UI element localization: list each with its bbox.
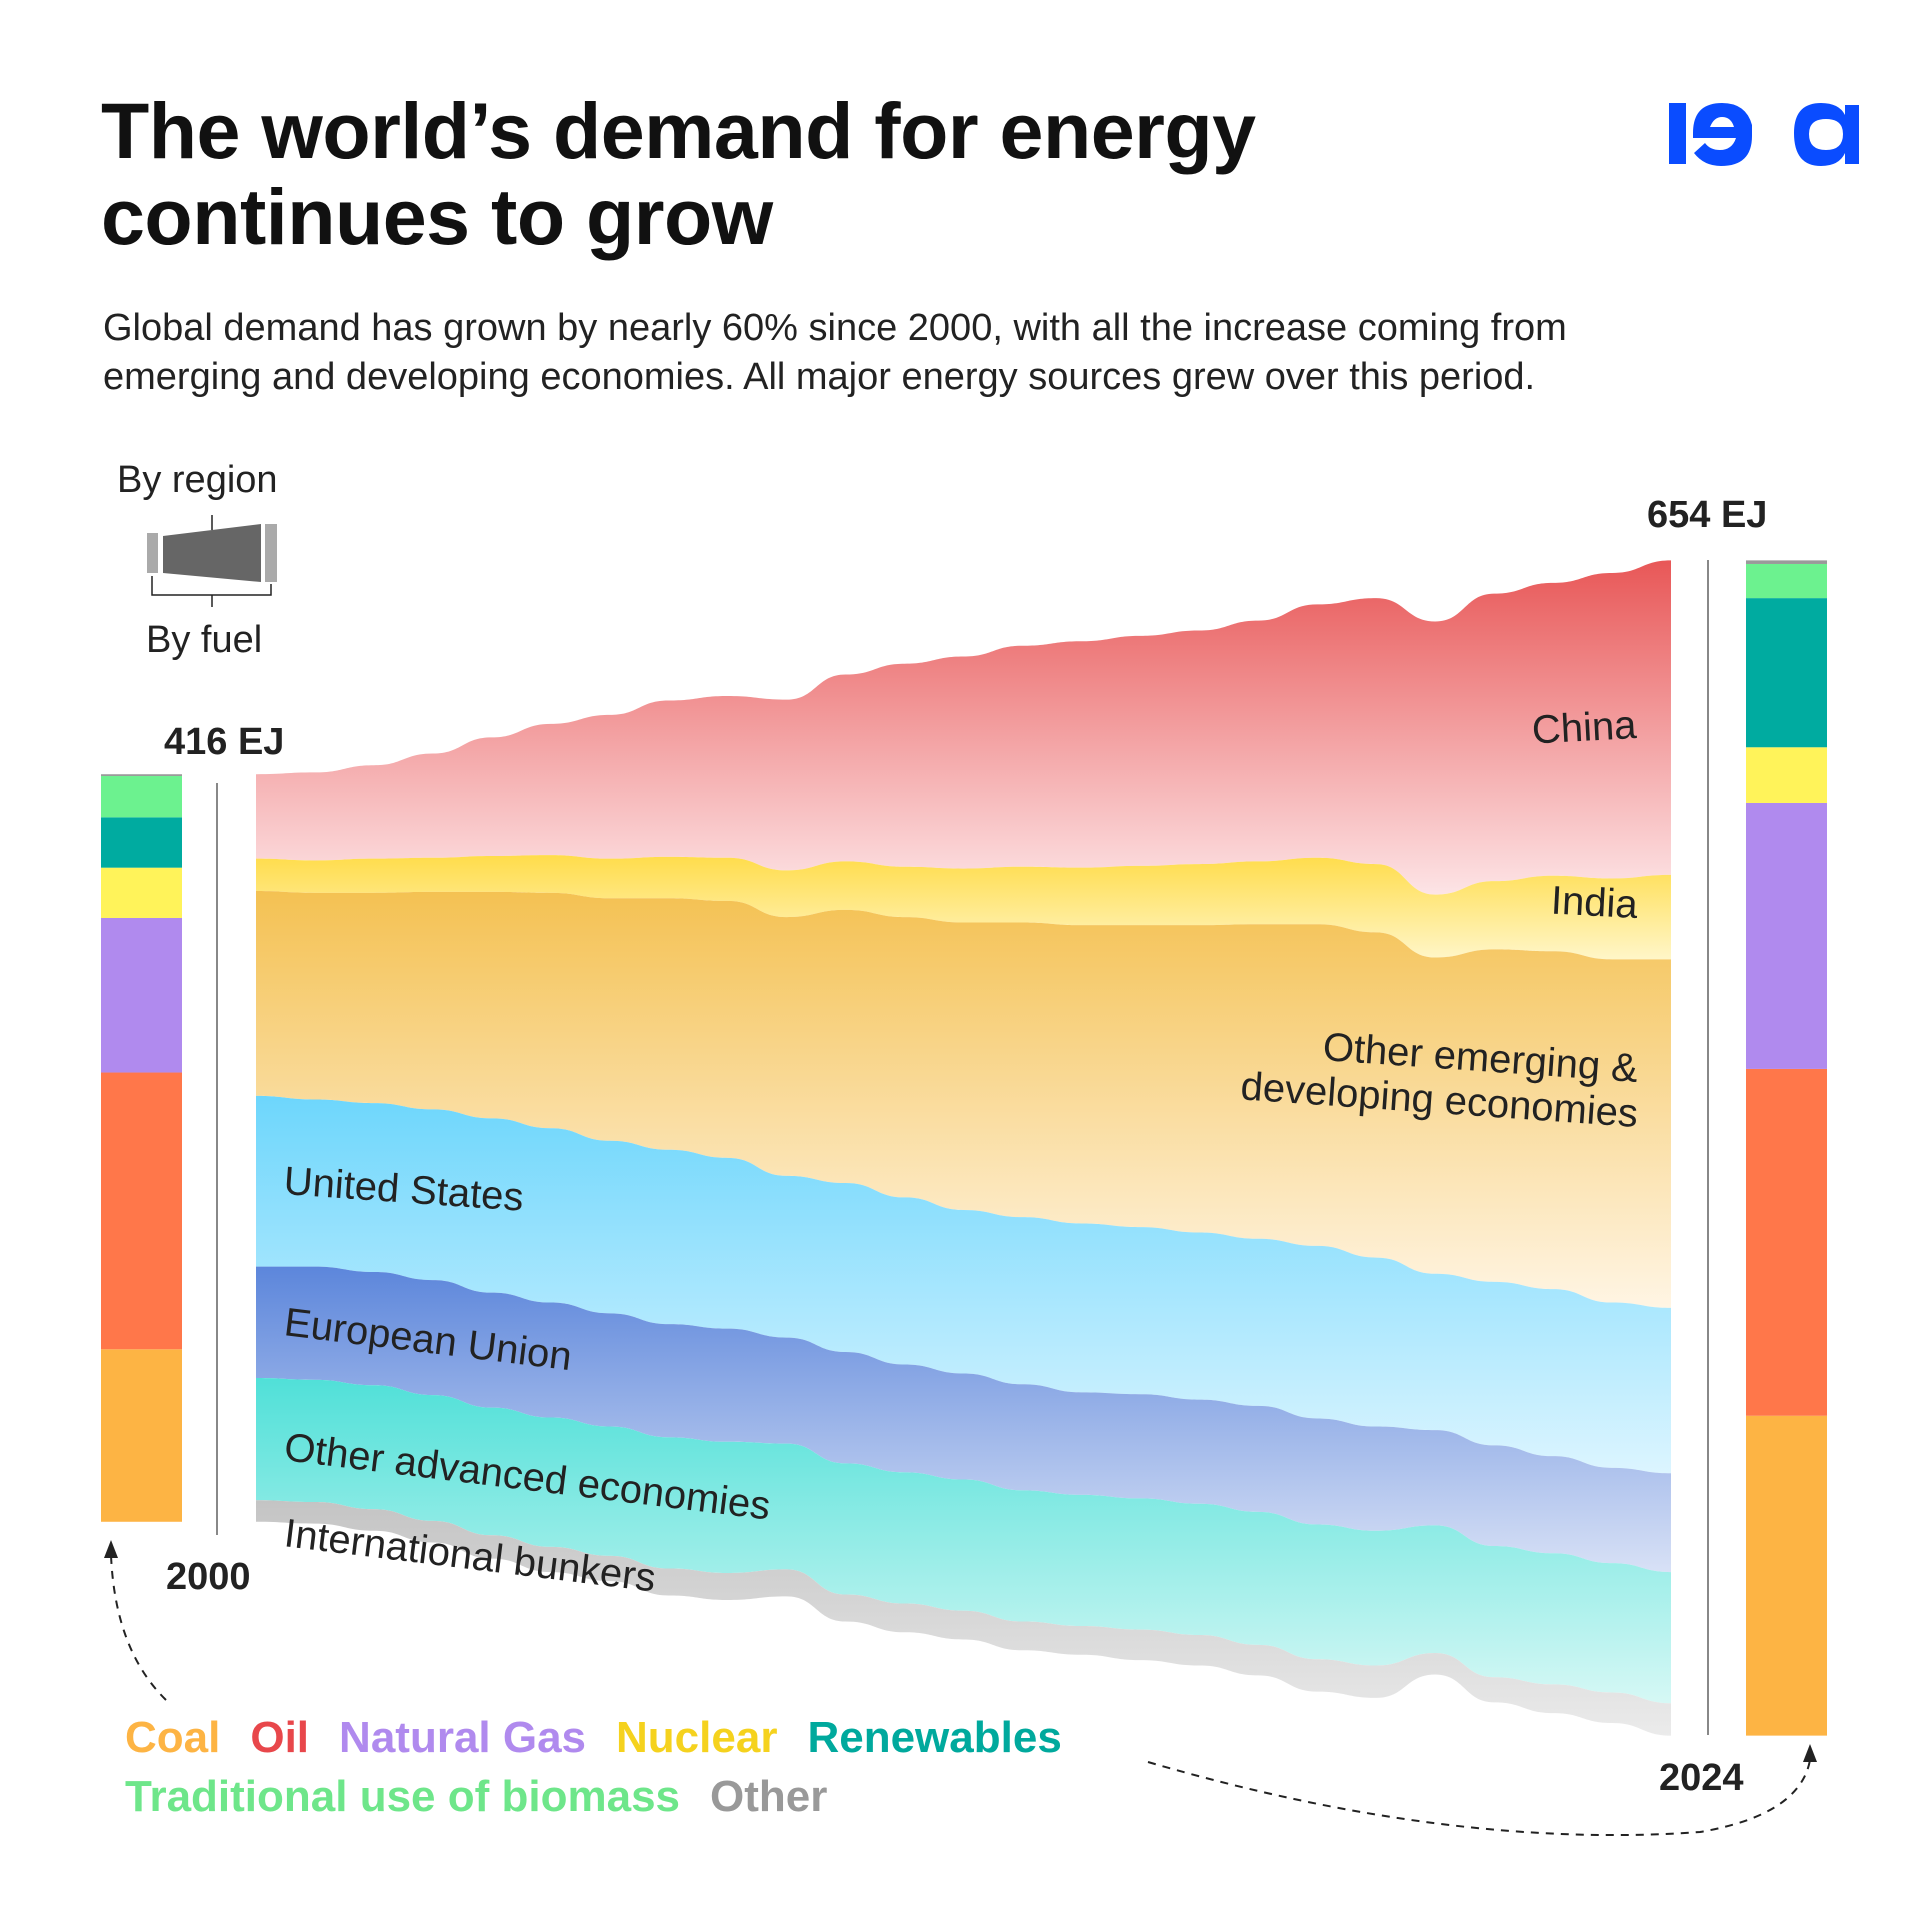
fuel-legend: Coal Oil Natural Gas Nuclear Renewables Trad… bbox=[125, 1713, 1062, 1821]
stream-other-advanced-economies bbox=[256, 1378, 1671, 1704]
key-by-region: By region bbox=[117, 459, 278, 501]
end-year-label: 2024 bbox=[1659, 1757, 1744, 1799]
fuel-bars bbox=[101, 560, 1827, 1736]
fuel-bar-end-oil bbox=[1746, 1068, 1827, 1416]
title-line-1: The world’s demand for energy bbox=[101, 86, 1256, 175]
arrow-head-icon bbox=[104, 1540, 118, 1558]
legend-item-nuclear: Nuclear bbox=[616, 1713, 777, 1762]
region-streams bbox=[256, 560, 1671, 1736]
fuel-bar-start-coal bbox=[101, 1349, 182, 1522]
subtitle: Global demand has grown by nearly 60% si… bbox=[103, 304, 1823, 402]
region-label: China bbox=[1531, 703, 1638, 752]
fuel-bar-start-renewables bbox=[101, 817, 182, 868]
stream-international-bunkers bbox=[256, 1500, 1671, 1736]
legend-item-renewables: Renewables bbox=[807, 1713, 1061, 1762]
key-by-fuel: By fuel bbox=[146, 619, 262, 661]
arrow-head-icon bbox=[1803, 1744, 1817, 1762]
fuel-bar-end-traditional-use-of-biomass bbox=[1746, 563, 1827, 599]
fuel-bar-start-traditional-use-of-biomass bbox=[101, 776, 182, 818]
fuel-bar-start-oil bbox=[101, 1072, 182, 1350]
stream-united-states bbox=[256, 1095, 1671, 1474]
fuel-bar-end-coal bbox=[1746, 1415, 1827, 1736]
title-line-2: continues to grow bbox=[101, 172, 773, 261]
stream-other-emerging bbox=[256, 891, 1671, 1308]
subtitle-line-1: Global demand has grown by nearly 60% si… bbox=[103, 307, 1567, 349]
left-dashed-arrow bbox=[110, 1554, 167, 1701]
fuel-bar-start-other bbox=[101, 774, 182, 777]
legend-item-coal: Coal bbox=[125, 1713, 220, 1762]
fuel-bar-end-other bbox=[1746, 560, 1827, 564]
iea-logo bbox=[1669, 103, 1859, 166]
stream-china bbox=[256, 560, 1671, 895]
right-dashed-arrow bbox=[1147, 1759, 1811, 1837]
subtitle-line-2: emerging and developing economies. All m… bbox=[103, 356, 1536, 398]
legend-item-traditional-use-of-biomass: Traditional use of biomass bbox=[125, 1772, 680, 1821]
start-year-label: 2000 bbox=[166, 1556, 251, 1598]
legend-item-other: Other bbox=[710, 1772, 827, 1821]
fuel-bar-start-natural-gas bbox=[101, 917, 182, 1073]
region-label: India bbox=[1550, 879, 1640, 928]
page-title: The world’s demand for energy continues … bbox=[101, 88, 1501, 260]
stream-european-union bbox=[256, 1266, 1671, 1573]
fuel-bar-end-renewables bbox=[1746, 598, 1827, 748]
start-total-label: 416 EJ bbox=[164, 721, 284, 763]
legend-item-natural-gas: Natural Gas bbox=[339, 1713, 586, 1762]
fuel-bar-end-natural-gas bbox=[1746, 802, 1827, 1069]
end-total-label: 654 EJ bbox=[1647, 494, 1767, 536]
chart-key: By region By fuel bbox=[117, 459, 278, 661]
fuel-bar-start-nuclear bbox=[101, 867, 182, 918]
legend-item-oil: Oil bbox=[250, 1713, 309, 1762]
stream-india bbox=[256, 855, 1671, 960]
fuel-bar-end-nuclear bbox=[1746, 747, 1827, 803]
